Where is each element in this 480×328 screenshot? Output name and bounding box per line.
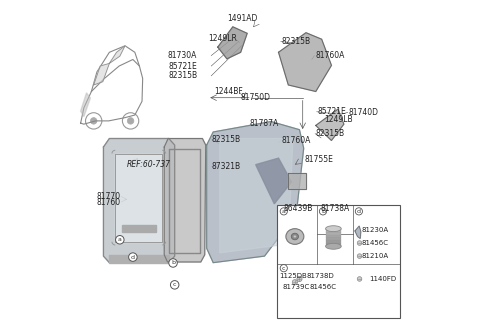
Polygon shape	[278, 33, 332, 92]
Text: c: c	[173, 282, 177, 287]
Bar	[325, 235, 341, 237]
Text: d: d	[357, 209, 361, 214]
Ellipse shape	[286, 229, 304, 244]
Bar	[325, 232, 341, 235]
Text: a: a	[282, 209, 286, 214]
Text: 81738A: 81738A	[321, 204, 350, 213]
Polygon shape	[256, 158, 292, 204]
Text: 1249LR: 1249LR	[208, 34, 237, 43]
Circle shape	[357, 277, 362, 281]
Text: 81456C: 81456C	[361, 240, 388, 246]
Bar	[325, 237, 341, 240]
Bar	[325, 243, 341, 246]
Circle shape	[170, 280, 179, 289]
Text: 85721E: 85721E	[317, 107, 346, 116]
Polygon shape	[220, 138, 293, 253]
Polygon shape	[218, 27, 247, 59]
Text: 82315B: 82315B	[168, 71, 198, 80]
Bar	[325, 240, 341, 243]
Text: 81760A: 81760A	[282, 136, 311, 145]
Polygon shape	[81, 93, 90, 117]
Text: 81210A: 81210A	[361, 253, 389, 259]
Polygon shape	[122, 225, 156, 232]
FancyBboxPatch shape	[276, 205, 400, 318]
Polygon shape	[288, 173, 306, 190]
Text: a: a	[118, 237, 122, 242]
Text: 81740D: 81740D	[348, 108, 378, 117]
Text: 1140FD: 1140FD	[369, 276, 396, 282]
Text: 82315B: 82315B	[212, 135, 240, 144]
Text: 82315B: 82315B	[316, 129, 345, 138]
Text: 85721E: 85721E	[169, 62, 198, 71]
Text: 81770: 81770	[96, 192, 120, 200]
Circle shape	[280, 208, 288, 215]
Text: 81456C: 81456C	[309, 284, 336, 291]
Circle shape	[90, 118, 97, 124]
Text: 81787A: 81787A	[249, 119, 278, 128]
Text: b: b	[171, 260, 175, 265]
Text: REF:60-737: REF:60-737	[127, 160, 171, 170]
Circle shape	[319, 208, 326, 215]
Text: 1125DB: 1125DB	[279, 273, 307, 279]
Text: 81760A: 81760A	[315, 51, 345, 60]
Ellipse shape	[291, 233, 299, 240]
Text: 1249LB: 1249LB	[324, 115, 353, 124]
Text: 87321B: 87321B	[211, 162, 240, 171]
Text: 81730A: 81730A	[168, 51, 197, 60]
Circle shape	[127, 118, 134, 124]
Text: 81230A: 81230A	[361, 227, 389, 233]
Text: 81755E: 81755E	[305, 155, 334, 164]
Text: 81760: 81760	[96, 198, 120, 207]
Text: c: c	[282, 266, 286, 271]
Circle shape	[357, 241, 362, 245]
Polygon shape	[164, 138, 206, 262]
Text: 82315B: 82315B	[281, 37, 311, 46]
Polygon shape	[355, 226, 361, 238]
Text: 86439B: 86439B	[283, 204, 312, 213]
Ellipse shape	[325, 226, 341, 232]
Polygon shape	[115, 154, 162, 242]
Text: 1491AD: 1491AD	[228, 14, 258, 23]
Text: b: b	[321, 209, 325, 214]
Polygon shape	[109, 256, 169, 263]
Text: 1244BF: 1244BF	[215, 87, 243, 96]
Text: 81738D: 81738D	[306, 273, 334, 279]
Ellipse shape	[325, 243, 341, 249]
Circle shape	[297, 277, 302, 281]
Polygon shape	[104, 138, 175, 263]
Circle shape	[169, 259, 177, 267]
Polygon shape	[109, 46, 125, 63]
Circle shape	[292, 280, 298, 285]
Circle shape	[129, 253, 137, 261]
Text: d: d	[131, 255, 135, 259]
Circle shape	[355, 208, 362, 215]
Circle shape	[357, 254, 362, 258]
Polygon shape	[94, 63, 109, 85]
Bar	[325, 229, 341, 232]
Polygon shape	[316, 109, 344, 140]
Circle shape	[116, 236, 124, 244]
Text: 81739C: 81739C	[282, 284, 310, 291]
Circle shape	[280, 265, 288, 272]
Ellipse shape	[294, 235, 296, 238]
Polygon shape	[207, 122, 304, 263]
Text: 81750D: 81750D	[240, 93, 271, 102]
